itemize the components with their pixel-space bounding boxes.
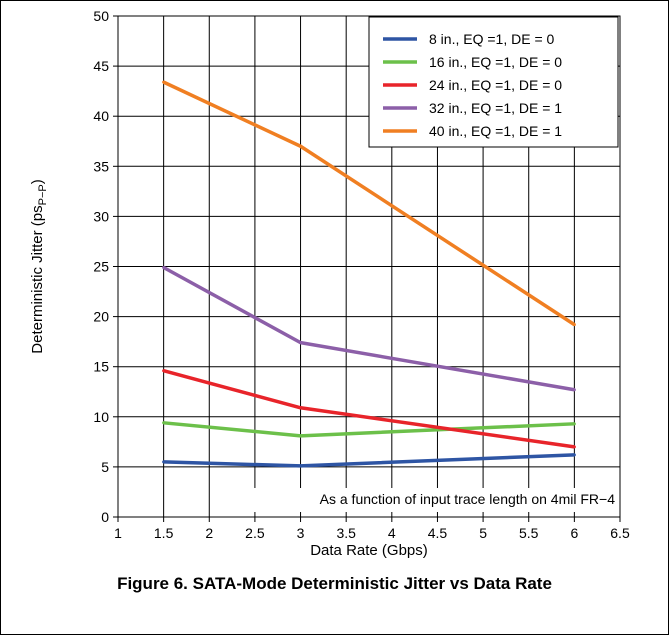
legend-label: 32 in., EQ =1, DE = 1 [429, 100, 562, 116]
y-tick-label: 5 [101, 459, 109, 475]
x-tick-label: 2.5 [245, 525, 265, 541]
chart-annotation: As a function of input trace length on 4… [320, 491, 616, 507]
series-line [163, 369, 575, 449]
legend-label: 24 in., EQ =1, DE = 0 [429, 77, 562, 93]
x-tick-label: 3.5 [336, 525, 356, 541]
y-tick-label: 15 [93, 359, 109, 375]
data-point [299, 464, 303, 468]
y-tick-label: 30 [93, 208, 109, 224]
x-tick-label: 1 [114, 525, 122, 541]
x-tick-label: 4.5 [428, 525, 448, 541]
annotation-layer: As a function of input trace length on 4… [220, 488, 618, 512]
y-tick-label: 25 [93, 259, 109, 275]
x-axis-label: Data Rate (Gbps) [310, 542, 428, 559]
series-line [163, 453, 575, 468]
legend-label: 40 in., EQ =1, DE = 1 [429, 123, 562, 139]
y-tick-label: 50 [93, 8, 109, 24]
y-axis-label: Deterministic Jitter (psP−P) [29, 179, 49, 353]
legend-label: 8 in., EQ =1, DE = 0 [429, 31, 555, 47]
x-tick-label: 1.5 [154, 525, 174, 541]
data-point [572, 388, 576, 392]
data-point [162, 369, 166, 373]
data-point [162, 266, 166, 270]
legend: 8 in., EQ =1, DE = 0 16 in., EQ =1, DE = … [368, 16, 619, 148]
figure-caption: Figure 6. SATA-Mode Deterministic Jitter… [117, 574, 552, 593]
y-axis-label-close: ) [29, 179, 46, 184]
data-point [299, 434, 303, 438]
y-axis-label-sub: P−P [37, 184, 49, 205]
x-tick-label: 6.5 [610, 525, 630, 541]
x-tick-label: 5 [479, 525, 487, 541]
data-point [299, 406, 303, 410]
x-tick-label: 6 [570, 525, 578, 541]
y-tick-label: 10 [93, 409, 109, 425]
data-point [162, 80, 166, 84]
x-tick-label: 3 [297, 525, 305, 541]
tick-layer: 1 1.5 2 2.5 3 3.5 4 4.5 5 5.5 6 6.5 0 5 10 15 20 25 30 35 40… [93, 8, 630, 541]
data-point [572, 453, 576, 457]
data-point [299, 341, 303, 345]
y-tick-label: 0 [101, 509, 109, 525]
series-layer [162, 80, 576, 468]
x-tick-label: 4 [388, 525, 396, 541]
x-tick-label: 2 [205, 525, 213, 541]
data-point [299, 144, 303, 148]
y-tick-label: 35 [93, 158, 109, 174]
y-axis-label-main: Deterministic Jitter (ps [29, 205, 46, 353]
y-tick-label: 45 [93, 58, 109, 74]
data-point [162, 460, 166, 464]
y-tick-label: 40 [93, 108, 109, 124]
series-line [163, 421, 575, 438]
data-point [572, 445, 576, 449]
legend-label: 16 in., EQ =1, DE = 0 [429, 54, 562, 70]
data-point [572, 422, 576, 426]
data-point [572, 323, 576, 327]
y-tick-label: 20 [93, 309, 109, 325]
line-chart: 1 1.5 2 2.5 3 3.5 4 4.5 5 5.5 6 6.5 0 5 10 15 20 25 30 35 40… [29, 8, 630, 559]
annotation-background [220, 488, 618, 512]
x-tick-label: 5.5 [519, 525, 539, 541]
data-point [162, 421, 166, 425]
